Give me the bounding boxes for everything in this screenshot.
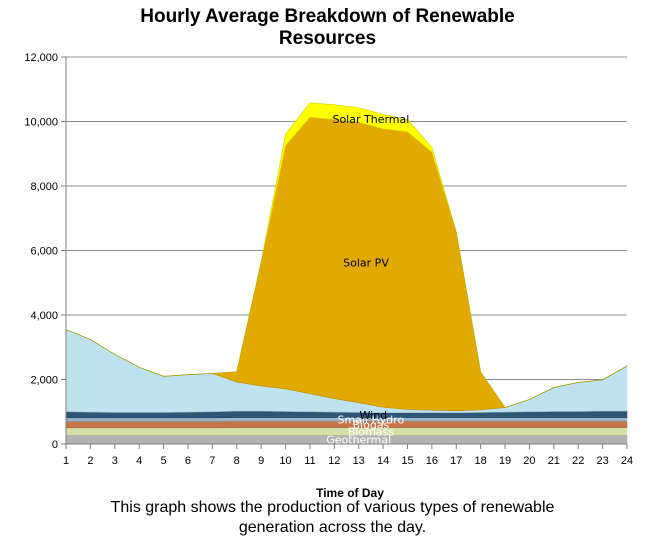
y-tick-label: 4,000	[30, 310, 58, 322]
x-tick-label: 20	[523, 455, 535, 467]
x-tick-label: 7	[209, 455, 215, 467]
x-tick-label: 10	[279, 455, 291, 467]
x-tick-label: 5	[161, 455, 167, 467]
y-tick-label: 10,000	[24, 117, 58, 129]
axes	[61, 56, 628, 449]
series-areas	[65, 102, 628, 445]
series-area-solar-thermal	[65, 102, 628, 408]
x-tick-label: 18	[475, 455, 487, 467]
x-tick-label: 17	[450, 455, 462, 467]
series-label-small-hydro: Small Hydro	[337, 413, 404, 426]
caption-line-1: This graph shows the production of vario…	[110, 499, 555, 516]
caption-line-2: generation across the day.	[238, 519, 427, 536]
x-tick-label: 19	[499, 455, 511, 467]
x-tick-label: 14	[377, 455, 389, 467]
series-label-biogas: Biogas	[352, 418, 389, 431]
y-tick-label: 2,000	[30, 375, 58, 387]
chart-title-line-1: Hourly Average Breakdown of Renewable	[140, 6, 515, 27]
y-tick-label: 6,000	[30, 246, 58, 258]
series-edge-7	[65, 102, 628, 408]
x-tick-label: 23	[596, 455, 608, 467]
y-tick-label: 12,000	[24, 52, 58, 64]
series-label-biomass: Biomass	[348, 425, 395, 438]
series-label-solar-pv: Solar PV	[343, 257, 389, 270]
chart-title: Hourly Average Breakdown of Renewable Re…	[0, 6, 655, 50]
x-tick-label: 11	[304, 455, 315, 467]
series-label-solar-thermal: Solar Thermal	[332, 113, 409, 126]
y-tick-labels: 0 2,000 4,000 6,000 8,000 10,000 12,000	[24, 52, 58, 451]
x-tick-label: 3	[112, 455, 118, 467]
x-tick-label: 24	[621, 455, 633, 467]
series-label-wind: Wind	[360, 409, 388, 422]
series-edge-6	[65, 116, 628, 408]
x-tick-label: 1	[63, 455, 69, 467]
x-tick-label: 21	[548, 455, 560, 467]
x-tick-label: 6	[185, 455, 191, 467]
chart-title-line-2: Resources	[278, 28, 377, 49]
series-edge-5	[65, 329, 628, 412]
x-tick-label: 13	[353, 455, 365, 467]
x-tick-label: 12	[328, 455, 340, 467]
chart-caption: This graph shows the production of vario…	[0, 498, 655, 538]
x-tick-label: 2	[87, 455, 93, 467]
x-axis-title: Time of Day	[316, 486, 384, 500]
y-tick-label: 0	[52, 439, 58, 451]
x-tick-labels: 1 2 3 4 5 6 7 8 9 10 11 12 13 14 15 16 17 18 19 20 21 22 23 24	[63, 455, 633, 467]
series-label-geothermal: Geothermal	[326, 434, 391, 447]
x-tick-label: 22	[572, 455, 584, 467]
series-edge-4	[65, 410, 627, 414]
x-tick-label: 15	[401, 455, 413, 467]
x-tick-label: 16	[426, 455, 438, 467]
x-tick-label: 9	[258, 455, 264, 467]
x-tick-label: 8	[234, 455, 240, 467]
y-tick-label: 8,000	[30, 181, 58, 193]
x-tick-label: 4	[136, 455, 142, 467]
